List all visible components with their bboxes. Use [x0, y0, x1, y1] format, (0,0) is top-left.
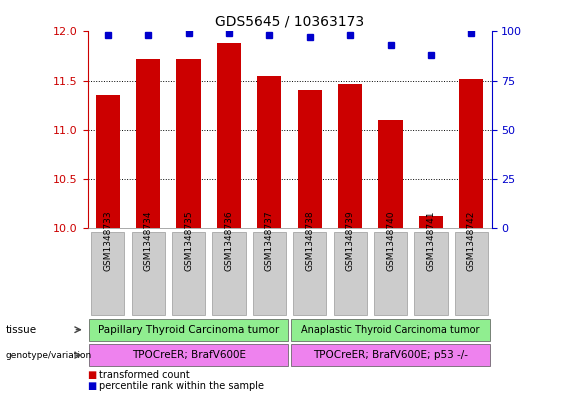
Text: GSM1348738: GSM1348738	[305, 211, 314, 272]
Title: GDS5645 / 10363173: GDS5645 / 10363173	[215, 15, 364, 29]
FancyBboxPatch shape	[212, 231, 246, 315]
Text: GSM1348735: GSM1348735	[184, 211, 193, 272]
Text: GSM1348742: GSM1348742	[467, 211, 476, 272]
FancyBboxPatch shape	[293, 231, 327, 315]
Text: tissue: tissue	[6, 325, 37, 335]
FancyBboxPatch shape	[172, 231, 205, 315]
Text: TPOCreER; BrafV600E; p53 -/-: TPOCreER; BrafV600E; p53 -/-	[313, 350, 468, 360]
Bar	[95, 95, 120, 228]
Bar	[257, 75, 281, 228]
Bar	[217, 43, 241, 228]
FancyBboxPatch shape	[414, 231, 447, 315]
Text: ■: ■	[88, 371, 97, 380]
Text: GSM1348741: GSM1348741	[427, 211, 436, 272]
Bar	[89, 344, 288, 367]
Bar	[379, 120, 403, 228]
Text: GSM1348736: GSM1348736	[224, 211, 233, 272]
Text: genotype/variation: genotype/variation	[6, 351, 92, 360]
FancyBboxPatch shape	[333, 231, 367, 315]
Text: GSM1348734: GSM1348734	[144, 211, 153, 272]
Text: GSM1348737: GSM1348737	[265, 211, 274, 272]
Text: percentile rank within the sample: percentile rank within the sample	[99, 381, 264, 391]
Text: GSM1348733: GSM1348733	[103, 211, 112, 272]
Bar	[89, 318, 288, 341]
FancyBboxPatch shape	[374, 231, 407, 315]
Text: GSM1348740: GSM1348740	[386, 211, 395, 272]
FancyBboxPatch shape	[455, 231, 488, 315]
FancyBboxPatch shape	[253, 231, 286, 315]
Bar	[291, 318, 490, 341]
Bar	[176, 59, 201, 228]
Text: ■: ■	[88, 381, 97, 391]
Text: Anaplastic Thyroid Carcinoma tumor: Anaplastic Thyroid Carcinoma tumor	[301, 325, 480, 335]
Bar	[298, 90, 322, 228]
FancyBboxPatch shape	[91, 231, 124, 315]
Text: TPOCreER; BrafV600E: TPOCreER; BrafV600E	[132, 350, 246, 360]
Bar	[419, 216, 443, 228]
Bar	[291, 344, 490, 367]
Bar	[136, 59, 160, 228]
Bar	[338, 84, 362, 228]
FancyBboxPatch shape	[132, 231, 165, 315]
Text: transformed count: transformed count	[99, 371, 190, 380]
Text: GSM1348739: GSM1348739	[346, 211, 355, 272]
Text: Papillary Thyroid Carcinoma tumor: Papillary Thyroid Carcinoma tumor	[98, 325, 279, 335]
Bar	[459, 79, 484, 228]
